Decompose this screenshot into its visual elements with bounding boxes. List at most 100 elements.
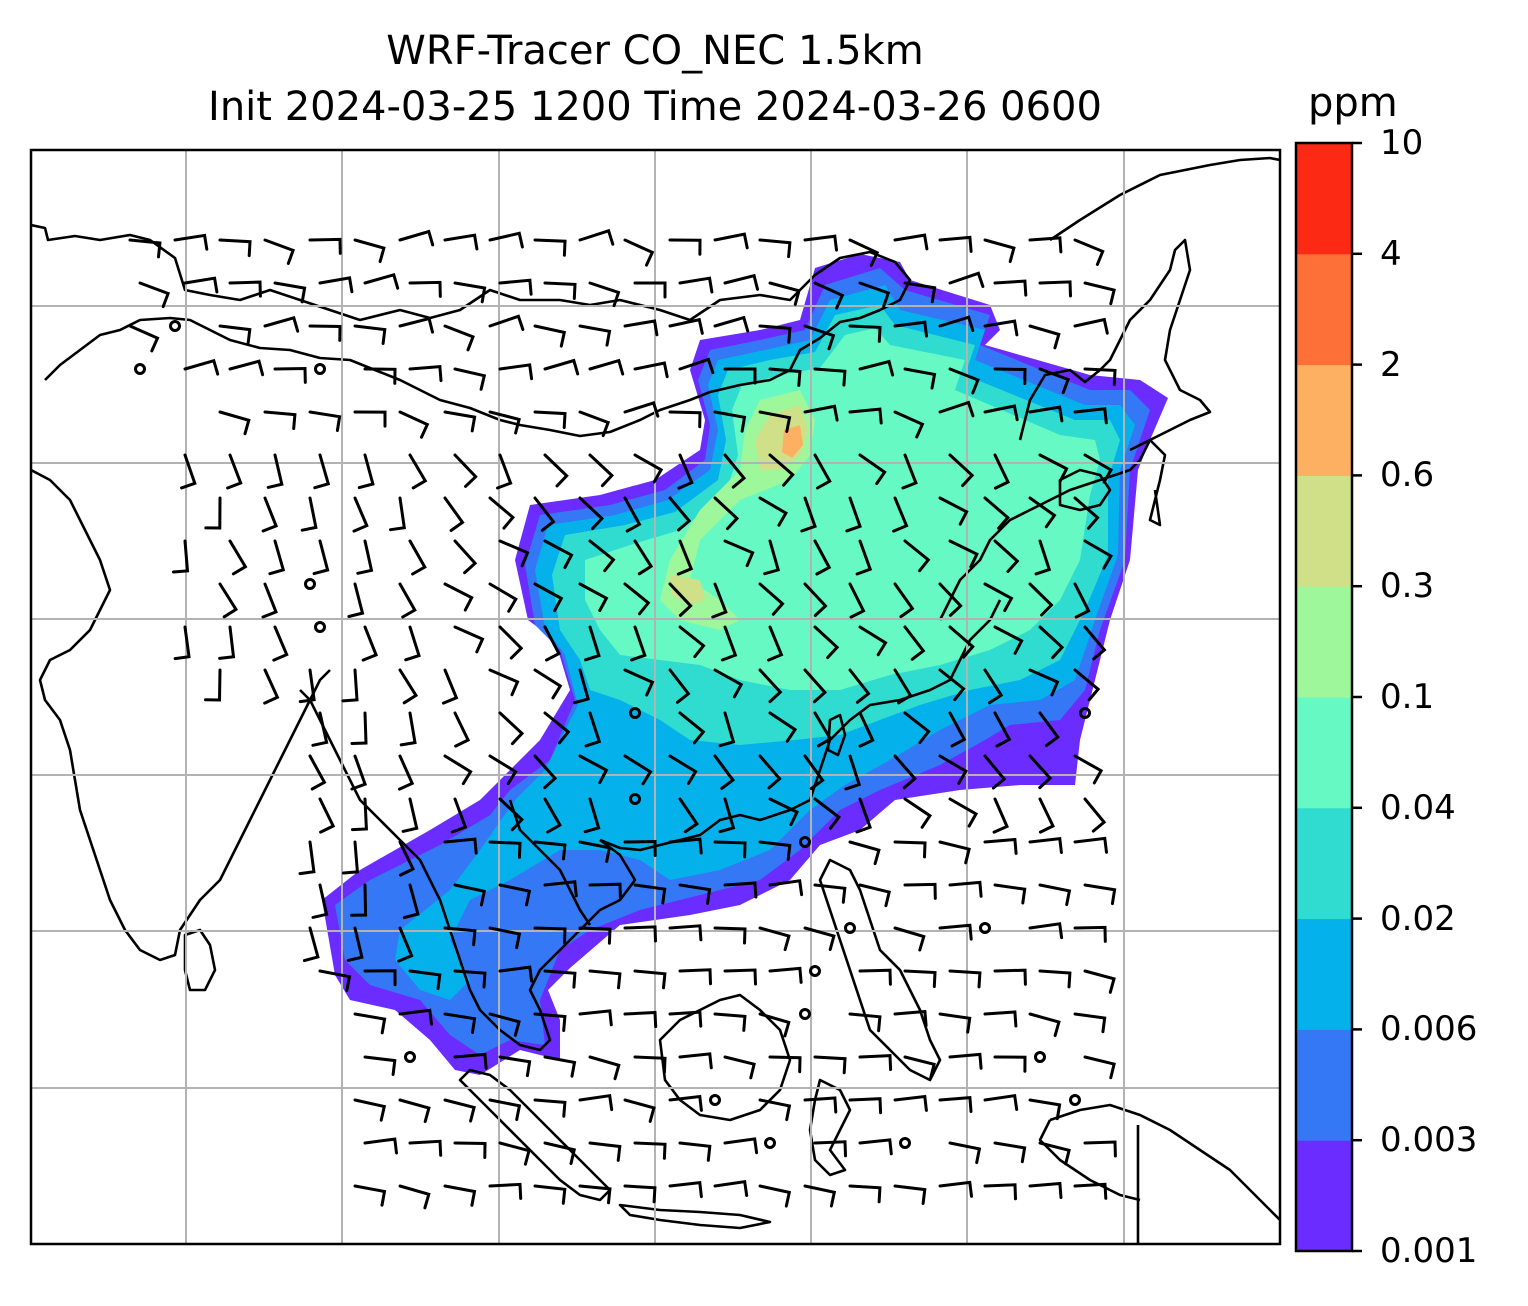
wind-barb: [668, 837, 703, 855]
wind-barb: [453, 969, 487, 989]
wind-barb: [983, 319, 1019, 337]
wind-barb: [363, 1055, 397, 1076]
wind-barb: [1083, 1055, 1116, 1080]
wind-barb: [678, 625, 706, 659]
wind-barb: [228, 359, 265, 377]
wind-barb: [1038, 367, 1071, 395]
wind-barb: [858, 359, 895, 377]
wind-barb: [1073, 1182, 1108, 1200]
wind-barb: [723, 273, 759, 291]
wind-barb: [938, 235, 973, 253]
wind-barb: [398, 410, 430, 439]
wind-barb: [848, 668, 871, 704]
wind-barb: [758, 840, 792, 861]
wind-barb: [948, 880, 983, 898]
colorbar-tick-label: 0.02: [1380, 898, 1456, 939]
wind-barb: [668, 1010, 703, 1028]
wind-barb: [1038, 1141, 1071, 1166]
wind-barb: [993, 453, 1011, 490]
wind-barb: [347, 582, 365, 618]
wind-barb: [350, 754, 368, 791]
wind-barb: [498, 965, 534, 983]
wind-barb: [668, 1094, 703, 1112]
wind-barb: [1028, 836, 1063, 854]
wind-barb: [713, 754, 735, 790]
wind-barb: [948, 539, 979, 569]
wind-barb: [758, 324, 792, 344]
wind-barb: [453, 883, 487, 907]
wind-barb: [848, 407, 883, 425]
wind-barb: [668, 754, 698, 785]
wind-barb: [398, 754, 415, 791]
calm-wind-marker: [799, 1008, 811, 1020]
colorbar-tick-label: 0.1: [1380, 677, 1435, 717]
wind-barb: [263, 315, 300, 333]
wind-barb: [938, 668, 966, 702]
wind-barb: [993, 711, 1012, 748]
wind-barb: [183, 276, 219, 294]
wind-barb: [993, 1141, 1027, 1164]
colorbar-segment: [1296, 475, 1352, 587]
wind-barb: [273, 366, 307, 384]
wind-barb: [498, 363, 534, 381]
calm-wind-marker: [169, 320, 181, 332]
calm-wind-marker: [1034, 1051, 1046, 1063]
wind-barb: [363, 1137, 398, 1155]
wind-barb: [313, 453, 331, 490]
wind-barb: [488, 668, 520, 697]
wind-barb: [813, 453, 832, 490]
wind-barb: [408, 539, 427, 576]
wind-barb: [350, 883, 368, 917]
map-area: [31, 150, 1280, 1244]
wind-barb: [498, 539, 530, 568]
wind-barb: [633, 1055, 667, 1074]
wind-barb: [768, 367, 802, 387]
colorbar-segment: [1296, 253, 1352, 366]
wind-barb: [172, 539, 190, 574]
wind-barb: [397, 926, 414, 963]
wind-barb: [893, 668, 913, 705]
wind-barb: [263, 668, 280, 705]
wind-barb: [983, 668, 1004, 705]
wind-barb: [763, 539, 781, 576]
wind-barb: [138, 281, 171, 309]
wind-barb: [1083, 625, 1107, 661]
wind-barb: [858, 625, 888, 657]
wind-barb: [443, 754, 473, 786]
wind-barb: [1083, 883, 1117, 906]
wind-barb: [1083, 969, 1116, 994]
wind-barb: [813, 281, 845, 310]
wind-barb: [723, 453, 747, 489]
wind-barb: [893, 320, 928, 338]
wind-barb: [1038, 625, 1065, 660]
wind-barb: [623, 496, 642, 533]
wind-barb: [498, 1141, 531, 1166]
wind-barb: [803, 234, 838, 252]
wind-barb: [496, 453, 513, 490]
wind-barb: [1028, 582, 1054, 617]
wind-barb: [678, 357, 715, 375]
wind-barb: [668, 410, 702, 429]
wind-barb: [488, 1182, 523, 1200]
wind-barb: [408, 969, 442, 991]
wind-barb: [983, 1183, 1017, 1201]
wind-barb: [858, 1138, 893, 1156]
wind-barb: [498, 1055, 532, 1078]
wind-barb: [723, 1137, 759, 1155]
calm-wind-marker: [404, 1051, 416, 1063]
wind-barb: [443, 837, 478, 855]
wind-barb: [218, 410, 251, 436]
wind-barb: [578, 926, 612, 945]
calm-wind-marker: [709, 1094, 721, 1106]
wind-barb: [443, 582, 474, 612]
wind-barb: [893, 233, 929, 251]
wind-barb: [318, 276, 354, 294]
wind-barb: [668, 924, 703, 942]
wind-barb: [533, 238, 567, 257]
wind-barb: [813, 711, 833, 748]
wind-barb: [983, 404, 1019, 422]
colorbar: [1294, 141, 1362, 1253]
wind-barb: [318, 969, 352, 992]
wind-barb: [983, 1010, 1018, 1028]
coastline-japan: [1058, 438, 1167, 527]
